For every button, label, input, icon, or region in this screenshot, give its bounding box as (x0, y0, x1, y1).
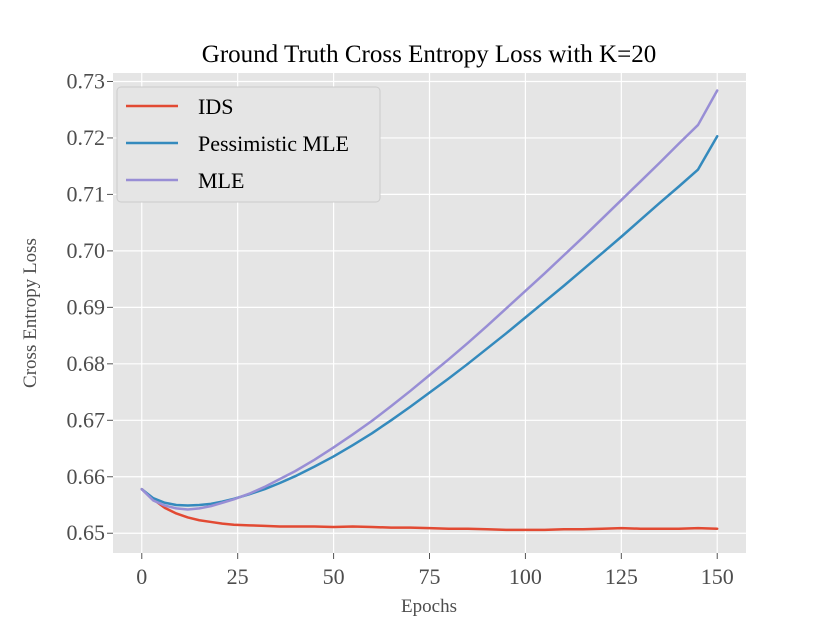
legend-box (116, 86, 381, 203)
x-tick-label: 100 (509, 564, 542, 589)
y-tick-label: 0.68 (67, 351, 106, 376)
x-tick-label: 50 (323, 564, 345, 589)
y-axis: 0.65 0.66 0.67 0.68 0.69 0.70 0.71 0.72 0.73 (67, 68, 113, 545)
y-axis-label: Cross Entropy Loss (20, 238, 41, 388)
series-line-mle (140, 89, 719, 511)
legend-label-mle: MLE (198, 168, 244, 193)
x-tick-label: 125 (605, 564, 638, 589)
series-line-pessimistic-mle (140, 135, 719, 507)
series-layer (140, 89, 719, 532)
x-axis-label: Epochs (401, 596, 457, 617)
series-line-ids (140, 487, 719, 532)
x-tick-label: 25 (227, 564, 249, 589)
x-tick-label: 0 (136, 564, 147, 589)
y-tick-label: 0.66 (67, 464, 106, 489)
y-tick-label: 0.72 (67, 125, 106, 150)
legend-label-ids: IDS (198, 94, 233, 119)
x-axis: 0 25 50 75 100 125 150 (136, 553, 734, 589)
y-tick-label: 0.67 (67, 407, 106, 432)
legend: IDS Pessimistic MLE MLE (116, 86, 381, 203)
y-tick-label: 0.69 (67, 294, 106, 319)
x-tick-label: 75 (419, 564, 441, 589)
y-tick-label: 0.70 (67, 238, 106, 263)
y-tick-label: 0.65 (67, 520, 106, 545)
legend-label-pessimistic-mle: Pessimistic MLE (198, 131, 349, 156)
chart-title: Ground Truth Cross Entropy Loss with K=2… (202, 41, 656, 68)
x-tick-label: 150 (701, 564, 734, 589)
y-tick-label: 0.73 (67, 68, 106, 93)
y-tick-label: 0.71 (67, 181, 106, 206)
